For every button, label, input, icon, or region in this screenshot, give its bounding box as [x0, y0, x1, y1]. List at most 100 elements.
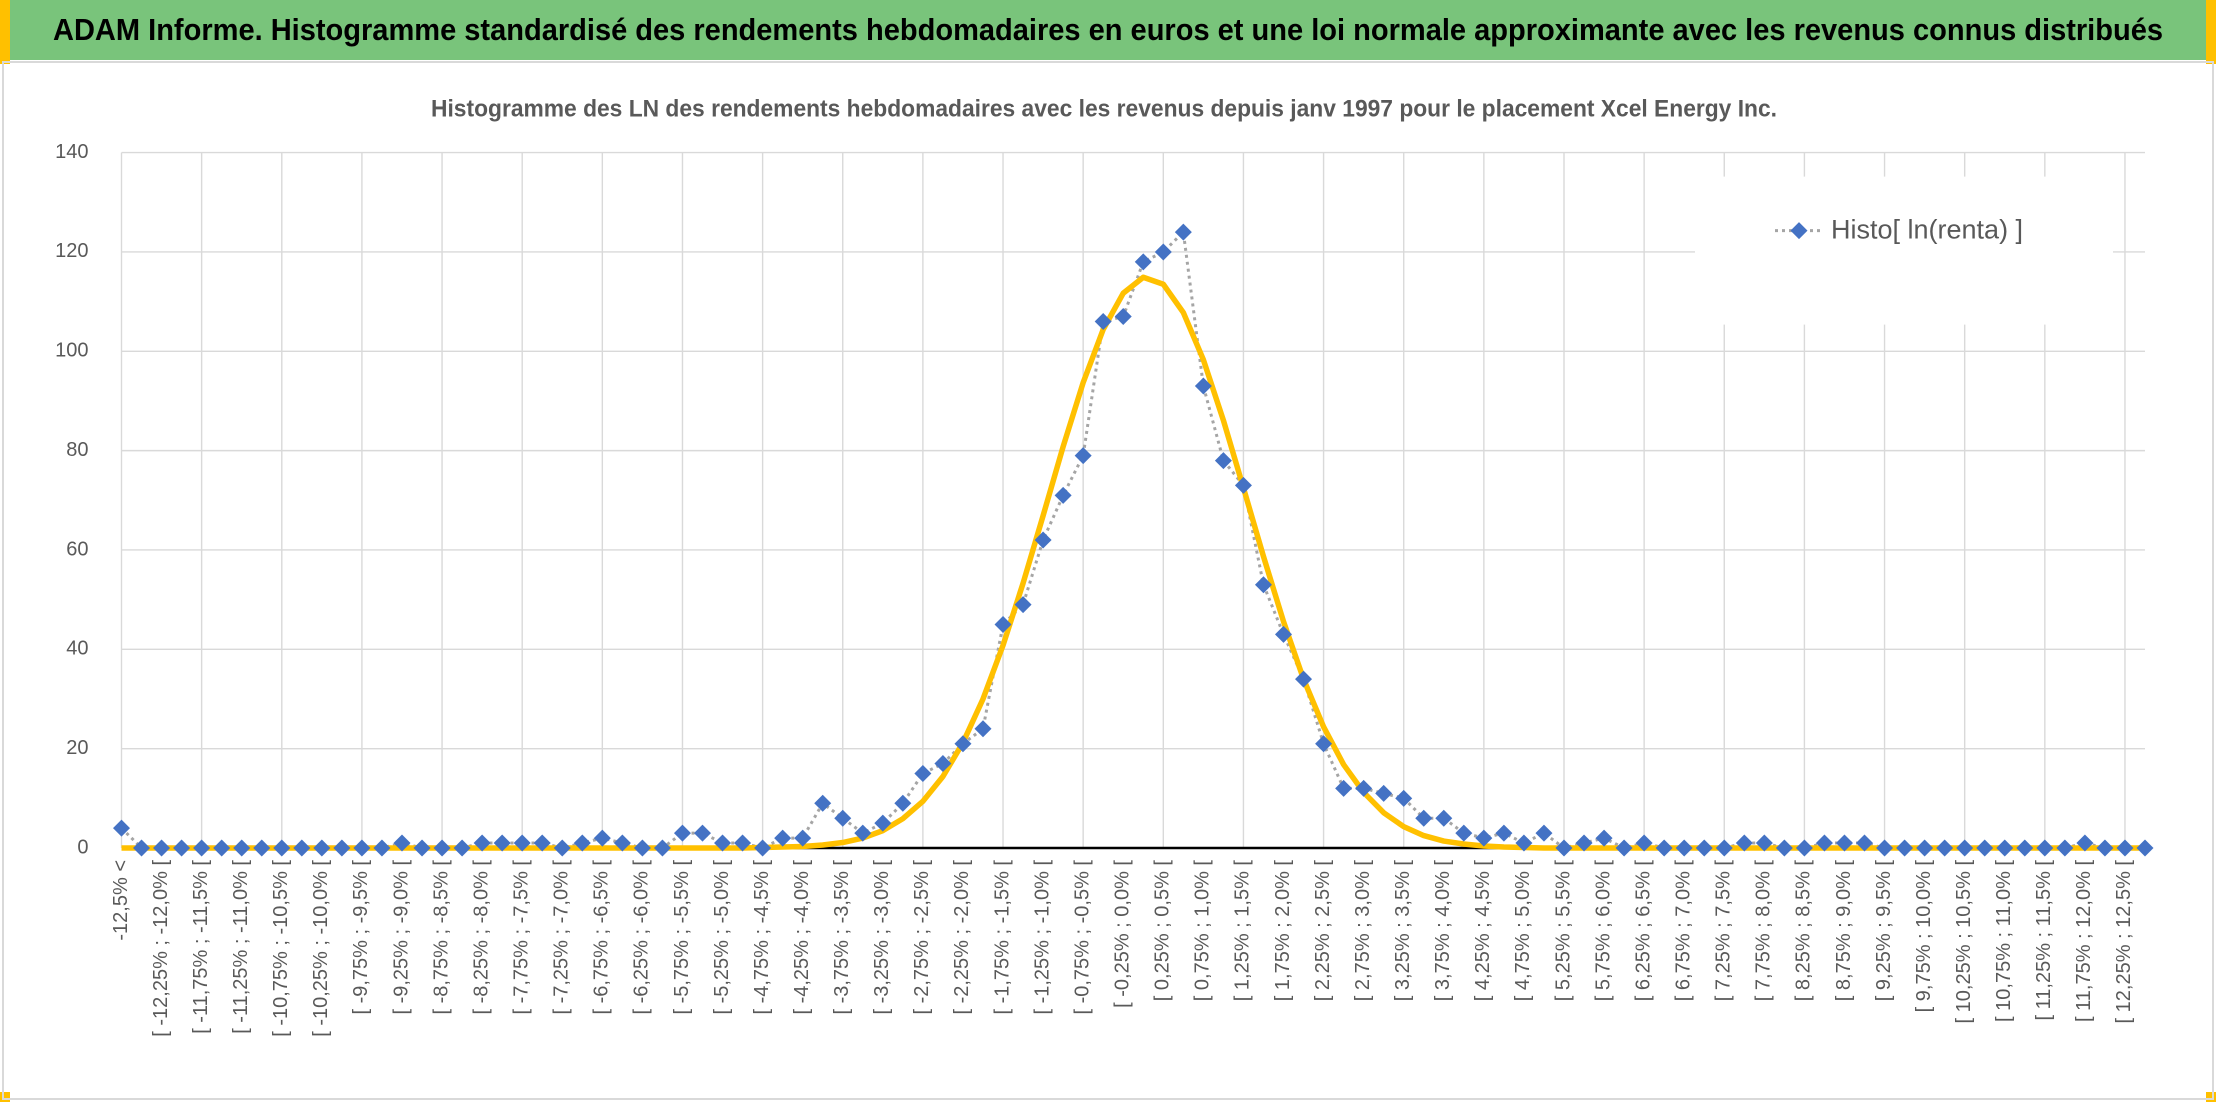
- x-tick-label: [ 1,25% ; 1,5% [: [1232, 860, 1254, 1002]
- x-tick-label: [ -6,75% ; -6,5% [: [591, 860, 613, 1015]
- histogram-marker: [1996, 839, 2014, 857]
- x-tick-label: [ -1,75% ; -1,5% [: [991, 860, 1013, 1015]
- histogram-marker: [954, 735, 972, 753]
- histogram-marker: [1976, 839, 1994, 857]
- histogram-marker: [2076, 834, 2094, 852]
- histogram-marker: [1395, 789, 1413, 807]
- histogram-marker: [513, 834, 531, 852]
- x-tick-label: [ 2,25% ; 2,5% [: [1312, 860, 1334, 1002]
- corner-tab: [2206, 0, 2216, 64]
- histogram-marker: [573, 834, 591, 852]
- x-tick-label: [ -9,25% ; -9,0% [: [390, 860, 412, 1015]
- histogram-marker: [2056, 839, 2074, 857]
- histogram-marker: [1315, 735, 1333, 753]
- histogram-marker: [974, 720, 992, 738]
- histogram-marker: [1074, 447, 1092, 465]
- x-tick-label: [ 1,75% ; 2,0% [: [1272, 860, 1294, 1002]
- x-tick-label: [ -4,25% ; -4,0% [: [791, 860, 813, 1015]
- x-tick-label: [ 9,75% ; 10,0% [: [1913, 860, 1935, 1013]
- histogram-marker: [1775, 839, 1793, 857]
- x-tick-label: [ -6,25% ; -6,0% [: [631, 860, 653, 1015]
- x-tick-label: [ 11,25% ; 11,5% [: [2033, 860, 2055, 1021]
- legend-box: [1695, 176, 2113, 325]
- x-tick-label: [ 9,25% ; 9,5% [: [1873, 860, 1895, 1002]
- x-tick-label: [ -10,75% ; -10,5% [: [270, 860, 292, 1037]
- histogram-marker: [2016, 839, 2034, 857]
- y-tick-label: 120: [55, 240, 88, 262]
- histogram-marker: [914, 764, 932, 782]
- histogram-marker: [433, 839, 451, 857]
- y-tick-label: 140: [55, 141, 88, 163]
- histogram-marker: [1455, 824, 1473, 842]
- corner-tab: [0, 0, 10, 64]
- histogram-marker: [1896, 839, 1914, 857]
- histogram-marker: [333, 839, 351, 857]
- x-tick-label: [ 5,25% ; 5,5% [: [1552, 860, 1574, 1002]
- chart-border: [2, 61, 2214, 1100]
- histogram-marker: [1415, 809, 1433, 827]
- histogram-marker: [1475, 829, 1493, 847]
- histogram-marker: [874, 814, 892, 832]
- histogram-marker: [1635, 834, 1653, 852]
- histogram-marker: [1094, 312, 1112, 330]
- x-tick-label: [ 12,25% ; 12,5% [: [2113, 860, 2135, 1024]
- legend-marker: [1790, 222, 1808, 240]
- histogram-marker: [1555, 839, 1573, 857]
- histogram-marker: [1856, 834, 1874, 852]
- histogram-marker: [1174, 223, 1192, 241]
- histogram-marker: [633, 839, 651, 857]
- histogram-marker: [1876, 839, 1894, 857]
- x-tick-label: [ 0,75% ; 1,0% [: [1192, 860, 1214, 1002]
- x-tick-label: [ -3,75% ; -3,5% [: [831, 860, 853, 1015]
- y-tick-label: 100: [55, 340, 88, 362]
- histogram-marker: [273, 839, 291, 857]
- histogram-marker: [293, 839, 311, 857]
- histogram-marker: [1355, 779, 1373, 797]
- histogram-marker: [213, 839, 231, 857]
- histogram-marker: [1034, 531, 1052, 549]
- x-tick-label: [ -5,75% ; -5,5% [: [671, 860, 693, 1015]
- histogram-marker: [1956, 839, 1974, 857]
- x-tick-label: [ -10,25% ; -10,0% [: [310, 860, 332, 1037]
- histogram-marker: [1835, 834, 1853, 852]
- x-tick-label: [ 6,75% ; 7,0% [: [1672, 860, 1694, 1002]
- x-tick-label: [ -0,25% ; 0,0% [: [1112, 860, 1134, 1008]
- histogram-marker: [233, 839, 251, 857]
- histogram-marker: [593, 829, 611, 847]
- histogram-marker: [694, 824, 712, 842]
- x-tick-label: [ 5,75% ; 6,0% [: [1592, 860, 1614, 1002]
- histogram-marker: [1795, 839, 1813, 857]
- x-tick-label: [ -2,75% ; -2,5% [: [911, 860, 933, 1015]
- x-tick-label: [ 8,25% ; 8,5% [: [1793, 860, 1815, 1002]
- x-tick-label: [ -7,75% ; -7,5% [: [510, 860, 532, 1015]
- x-tick-label: [ -4,75% ; -4,5% [: [751, 860, 773, 1015]
- x-tick-label: [ -11,25% ; -11,0% [: [230, 860, 252, 1034]
- histogram-marker: [313, 839, 331, 857]
- histogram-marker: [1054, 486, 1072, 504]
- x-tick-label: [ 7,25% ; 7,5% [: [1713, 860, 1735, 1002]
- histogram-marker: [473, 834, 491, 852]
- y-tick-label: 0: [77, 836, 88, 858]
- legend-label: Histo[ ln(renta) ]: [1831, 215, 2023, 245]
- x-tick-label: [ 0,25% ; 0,5% [: [1152, 860, 1174, 1002]
- x-tick-label: [ -11,75% ; -11,5% [: [190, 860, 212, 1034]
- histogram-marker: [1695, 839, 1713, 857]
- x-tick-label: [ -8,75% ; -8,5% [: [430, 860, 452, 1015]
- x-tick-label: [ -5,25% ; -5,0% [: [711, 860, 733, 1015]
- header-title: ADAM Informe. Histogramme standardisé de…: [53, 12, 2163, 47]
- histogram-marker: [113, 819, 130, 837]
- chart-title: Histogramme des LN des rendements hebdom…: [431, 95, 1777, 122]
- x-tick-label: [ -1,25% ; -1,0% [: [1031, 860, 1053, 1015]
- x-tick-label: [ 2,75% ; 3,0% [: [1352, 860, 1374, 1002]
- histogram-marker: [1815, 834, 1833, 852]
- x-tick-label: -12,5% <: [110, 860, 132, 941]
- histogram-marker: [373, 839, 391, 857]
- histogram-marker: [1735, 834, 1753, 852]
- histogram-marker: [393, 834, 411, 852]
- histogram-marker: [2116, 839, 2134, 857]
- histogram-marker: [774, 829, 792, 847]
- y-tick-label: 20: [66, 737, 88, 759]
- histogram-marker: [714, 834, 732, 852]
- histogram-marker: [1335, 779, 1353, 797]
